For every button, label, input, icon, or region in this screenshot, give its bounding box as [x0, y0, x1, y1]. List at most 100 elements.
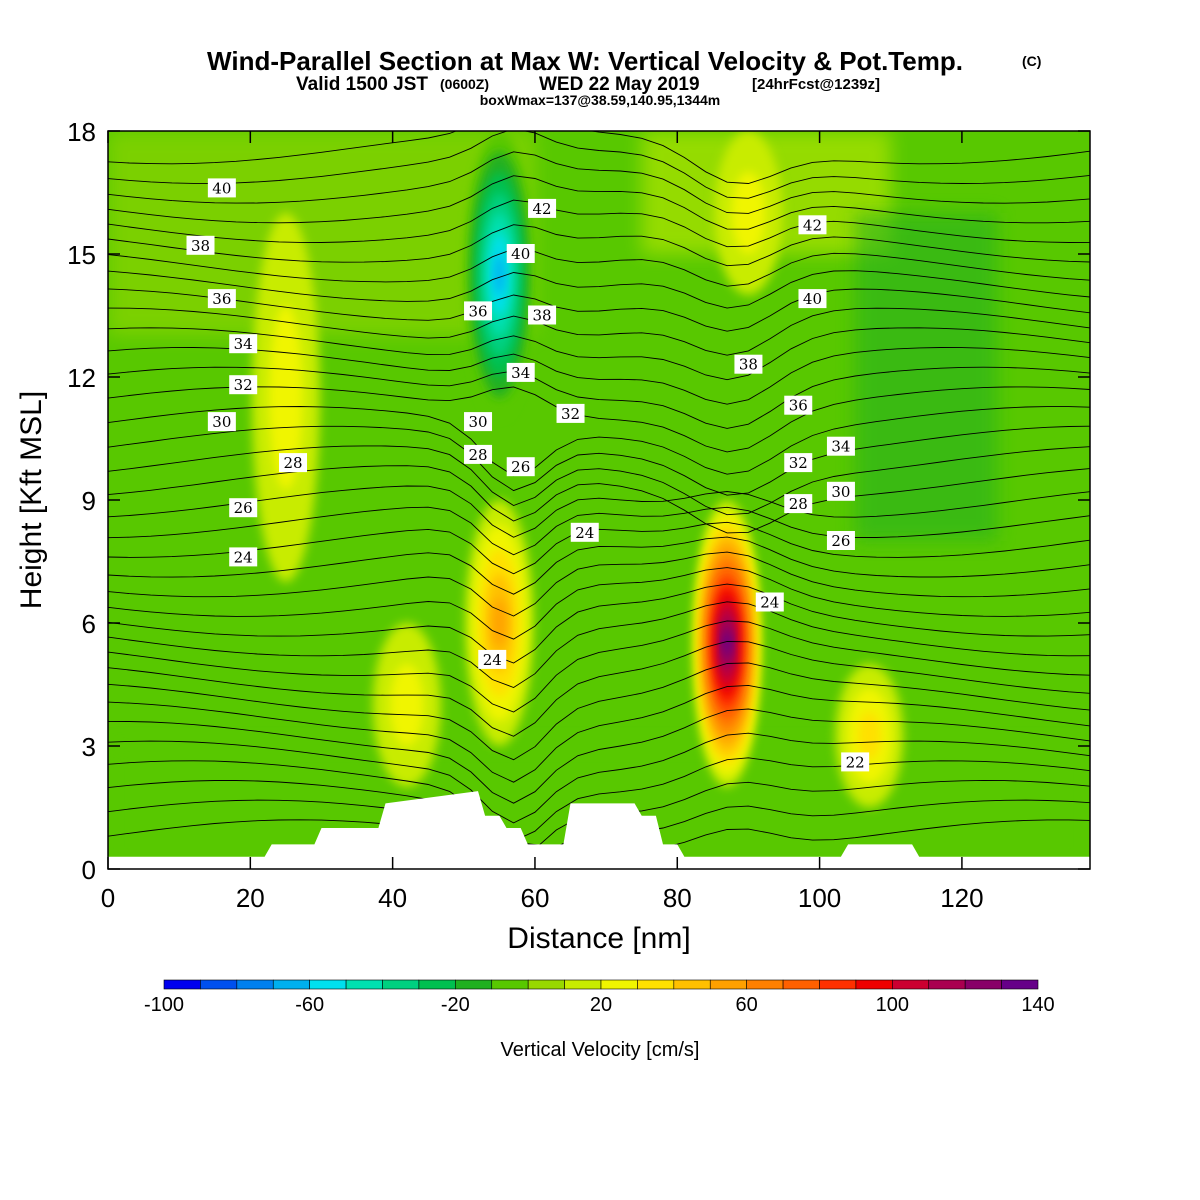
- x-axis-title: Distance [nm]: [507, 922, 690, 955]
- colorbar-swatch: [527, 979, 565, 990]
- theta-contours: [108, 131, 1090, 853]
- theta-contour-label: 26: [826, 531, 855, 550]
- colorbar-swatch: [200, 979, 238, 990]
- colorbar-swatch: [709, 979, 747, 990]
- colorbar-tick-label: -60: [295, 994, 324, 1016]
- theta-contour: [108, 485, 1090, 538]
- theta-contour: [108, 521, 1090, 575]
- theta-contour-label-text: 42: [803, 216, 822, 234]
- updraft-core: [465, 500, 534, 746]
- colorbar-swatch: [491, 979, 529, 990]
- y-tick-label: 0: [82, 855, 96, 885]
- theta-contour-label-text: 34: [511, 364, 530, 382]
- colorbar-swatch: [673, 979, 711, 990]
- terrain-mask: [108, 791, 1090, 869]
- y-tick-label: 6: [82, 609, 96, 639]
- theta-contour-label-text: 38: [191, 237, 210, 255]
- colorbar-swatch: [928, 979, 966, 990]
- theta-contour-label: 40: [207, 178, 236, 198]
- theta-contour-label-text: 38: [533, 307, 552, 325]
- theta-contour: [108, 288, 1090, 332]
- theta-contour: [108, 366, 1090, 429]
- theta-contour-label: 38: [186, 235, 215, 255]
- theta-contour: [108, 620, 1090, 713]
- theta-contour-label-text: 28: [789, 495, 808, 513]
- theta-contour: [108, 151, 1090, 214]
- theta-contour-label: 26: [229, 498, 258, 518]
- svg-text:WED 22 May 2019: WED 22 May 2019: [539, 74, 700, 95]
- theta-contour: [108, 425, 1090, 496]
- theta-contour: [108, 536, 1090, 595]
- theta-contour-label: 26: [506, 457, 535, 477]
- theta-contour-label-text: 24: [575, 524, 594, 542]
- velocity-level: [723, 632, 732, 655]
- x-axis: 0 20 40 60 80 100 120: [101, 131, 984, 913]
- colorbar-swatch: [236, 979, 274, 990]
- theta-contour-label-text: 36: [468, 302, 487, 320]
- theta-contour-label: 42: [528, 198, 557, 218]
- chart-title: Wind-Parallel Section at Max W: Vertical…: [207, 46, 963, 76]
- theta-contour-label: 30: [207, 412, 236, 432]
- colorbar-swatch: [746, 979, 784, 990]
- colorbar-tick-label: -100: [144, 994, 184, 1016]
- colorbar-tick-label: 60: [736, 994, 758, 1016]
- colorbar-swatch: [892, 979, 930, 990]
- theta-contour-label-text: 30: [468, 413, 487, 431]
- x-tick-label: 60: [520, 883, 549, 913]
- x-tick-label: 80: [663, 883, 692, 913]
- theta-contour-label: 32: [556, 403, 585, 423]
- theta-contour: [108, 641, 1090, 737]
- theta-contour: [108, 386, 1090, 453]
- colorbar-swatch: [309, 979, 347, 990]
- theta-contour-label-text: 26: [831, 532, 850, 550]
- theta-contour-label-text: 30: [831, 483, 850, 501]
- theta-contour-label: 24: [478, 649, 507, 669]
- colorbar-swatch: [272, 979, 310, 990]
- theta-contour-label-text: 26: [234, 499, 253, 517]
- theta-contour-label: 40: [798, 289, 827, 309]
- theta-contour: [108, 248, 1090, 287]
- theta-contour: [108, 199, 1090, 248]
- updraft-core: [372, 623, 441, 787]
- theta-contour-label-text: 32: [561, 405, 580, 423]
- theta-contour-label: 24: [755, 592, 784, 612]
- colorbar-tick-label: -20: [441, 994, 470, 1016]
- updraft-core: [835, 664, 904, 808]
- theta-contour: [108, 406, 1090, 477]
- colorbar-swatch: [855, 979, 893, 990]
- colorbar-title: Vertical Velocity [cm/s]: [501, 1039, 700, 1061]
- theta-contour-label: 34: [826, 436, 855, 456]
- theta-contour-label-text: 24: [760, 594, 779, 612]
- theta-contour-label-text: 40: [212, 179, 231, 197]
- theta-contour-label: 30: [464, 412, 493, 432]
- colorbar-swatch: [964, 979, 1002, 990]
- svg-text:Valid 1500 JST: Valid 1500 JST: [296, 74, 428, 95]
- y-tick-label: 18: [67, 117, 96, 147]
- colorbar-swatch: [600, 979, 638, 990]
- colorbar-swatch: [637, 979, 675, 990]
- theta-contour-label-text: 32: [234, 376, 253, 394]
- theta-contour-label: 28: [464, 444, 493, 464]
- theta-contour-label: 38: [528, 305, 557, 325]
- chart-subtitle: Valid 1500 JST (0600Z) WED 22 May 2019 […: [296, 74, 880, 95]
- theta-contour-label: 28: [784, 494, 813, 514]
- colorbar-swatch: [1001, 979, 1039, 990]
- colorbar-swatch: [163, 979, 201, 990]
- x-tick-label: 120: [940, 883, 983, 913]
- theta-contour-label-text: 28: [468, 446, 487, 464]
- theta-contour-label-text: 28: [283, 454, 302, 472]
- velocity-band: [855, 213, 998, 541]
- y-tick-label: 12: [67, 363, 96, 393]
- theta-contour-label-text: 42: [533, 200, 552, 218]
- theta-contour: [108, 583, 1090, 664]
- colorbar-tick-label: 140: [1021, 994, 1054, 1016]
- svg-text:[24hrFcst@1239z]: [24hrFcst@1239z]: [752, 76, 880, 93]
- theta-contour-label-text: 34: [234, 335, 253, 353]
- y-tick-label: 15: [67, 240, 96, 270]
- theta-contour: [108, 708, 1090, 804]
- theta-contour-label-text: 24: [483, 651, 502, 669]
- velocity-level: [492, 598, 507, 648]
- theta-contour-label: 30: [826, 481, 855, 501]
- colorbar-swatch: [382, 979, 420, 990]
